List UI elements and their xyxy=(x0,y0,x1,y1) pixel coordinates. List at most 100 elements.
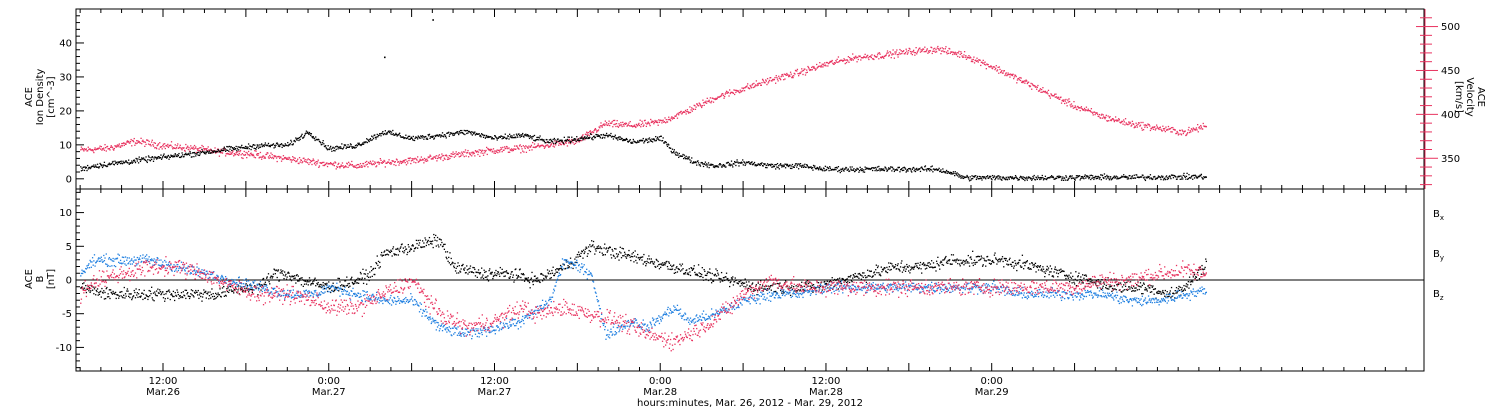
density-point xyxy=(1166,178,1168,181)
density-point xyxy=(314,139,316,142)
density-point xyxy=(968,180,971,182)
velocity-point xyxy=(83,148,86,150)
velocity-point xyxy=(520,145,523,148)
bx-point xyxy=(203,289,205,291)
density-point xyxy=(184,153,186,155)
velocity-point xyxy=(735,91,737,94)
velocity-point xyxy=(1041,91,1043,93)
bx-point xyxy=(153,300,155,302)
velocity-point xyxy=(157,144,159,146)
velocity-point xyxy=(1031,88,1033,90)
velocity-point xyxy=(729,89,731,91)
velocity-point xyxy=(1167,129,1169,131)
velocity-point xyxy=(1105,114,1107,116)
bx-point xyxy=(247,288,249,290)
density-point xyxy=(189,151,191,153)
density-point xyxy=(1060,179,1063,181)
bx-point xyxy=(298,280,300,282)
density-point xyxy=(556,140,558,142)
velocity-point xyxy=(275,155,277,158)
density-point xyxy=(829,166,831,168)
density-point xyxy=(226,145,228,148)
velocity-point xyxy=(961,55,963,57)
velocity-point xyxy=(187,145,189,147)
velocity-point xyxy=(244,153,247,156)
bx-point xyxy=(351,276,353,278)
density-point xyxy=(835,169,837,171)
bx-point xyxy=(341,284,343,286)
velocity-point xyxy=(342,165,344,167)
density-point xyxy=(1044,178,1046,180)
bx-point xyxy=(167,290,170,292)
velocity-point xyxy=(237,150,239,153)
velocity-point xyxy=(348,161,350,164)
bx-point xyxy=(348,286,350,288)
density-point xyxy=(789,164,791,166)
bx-point xyxy=(285,278,288,280)
bx-point xyxy=(494,272,496,274)
density-point xyxy=(795,163,797,165)
density-point xyxy=(1073,177,1075,179)
density-point xyxy=(421,137,423,139)
velocity-point xyxy=(114,145,117,147)
bx-point xyxy=(553,274,556,277)
density-point xyxy=(643,142,645,144)
velocity-point xyxy=(572,142,574,144)
velocity-point xyxy=(203,149,206,151)
velocity-point xyxy=(247,154,249,156)
velocity-point xyxy=(1019,79,1022,82)
velocity-point xyxy=(934,51,937,53)
velocity-point xyxy=(919,51,922,53)
velocity-point xyxy=(403,160,405,163)
density-point xyxy=(152,160,155,162)
velocity-point xyxy=(661,122,663,124)
velocity-point xyxy=(1127,123,1129,126)
density-point xyxy=(226,149,229,152)
velocity-point xyxy=(1134,126,1137,128)
bx-point xyxy=(177,293,180,296)
bx-point xyxy=(357,282,360,284)
density-point xyxy=(898,166,900,168)
velocity-point xyxy=(489,148,491,151)
velocity-point xyxy=(1045,92,1048,94)
density-point xyxy=(535,139,538,141)
bx-point xyxy=(512,276,514,279)
density-point xyxy=(745,163,747,165)
density-point xyxy=(967,177,969,179)
bx-point xyxy=(578,253,580,256)
bx-point xyxy=(353,282,355,284)
density-point xyxy=(881,168,883,170)
bx-point xyxy=(118,297,120,299)
velocity-point xyxy=(781,73,784,76)
density-point xyxy=(1011,177,1013,180)
density-point xyxy=(318,138,320,141)
density-point xyxy=(332,146,334,149)
density-point xyxy=(205,153,207,155)
density-point xyxy=(274,146,276,148)
bx-point xyxy=(655,258,657,261)
velocity-point xyxy=(686,110,688,113)
density-point xyxy=(660,135,662,137)
density-point xyxy=(149,160,152,162)
density-point xyxy=(495,137,498,139)
bx-point xyxy=(185,289,188,292)
velocity-point xyxy=(955,53,957,55)
velocity-point xyxy=(967,56,969,59)
velocity-point xyxy=(232,150,234,152)
velocity-point xyxy=(512,148,514,151)
density-point xyxy=(460,132,462,134)
density-point xyxy=(676,154,678,156)
bx-point xyxy=(188,295,190,297)
density-point xyxy=(896,168,898,170)
density-point xyxy=(654,140,656,142)
velocity-point xyxy=(1113,120,1116,123)
bx-point xyxy=(436,240,438,242)
velocity-point xyxy=(641,122,644,124)
density-point xyxy=(1077,175,1079,177)
bx-point xyxy=(204,291,206,294)
velocity-point xyxy=(710,100,713,102)
velocity-point xyxy=(415,162,417,164)
bx-point xyxy=(487,275,489,277)
density-point xyxy=(834,167,836,169)
density-point xyxy=(103,164,105,166)
